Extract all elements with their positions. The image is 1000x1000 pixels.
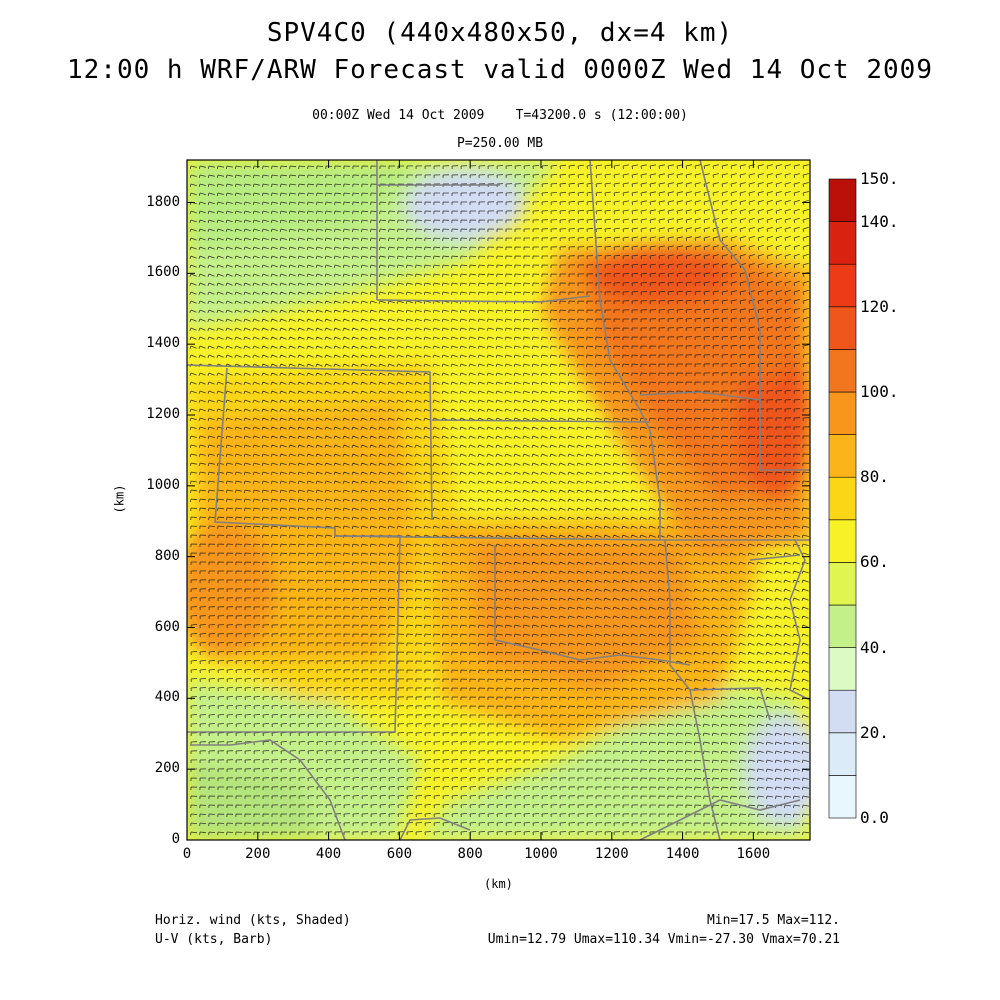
border-line <box>589 160 661 540</box>
x-tick-label: 1000 <box>524 846 558 862</box>
border-line <box>494 545 691 666</box>
x-tick-label: 1200 <box>594 846 629 862</box>
state-borders <box>187 160 810 840</box>
border-line <box>689 689 721 840</box>
colorbar-bin <box>828 775 857 819</box>
y-tick-label: 0 <box>171 831 180 847</box>
colorbar-bin <box>828 349 857 393</box>
pressure-level: P=250.00 MB <box>456 136 544 151</box>
border-line <box>639 391 761 401</box>
x-tick-label: 400 <box>315 846 342 862</box>
colorbar-label: 60. <box>860 552 889 572</box>
border-line <box>376 295 591 303</box>
time-line: 00:00Z Wed 14 Oct 2009 T=43200.0 s (12:0… <box>0 108 1000 123</box>
y-tick-label: 1000 <box>146 476 180 493</box>
colorbar-bin <box>828 732 857 776</box>
barb-field <box>189 164 810 836</box>
colorbar-bin <box>828 434 857 478</box>
colorbar-label: 120. <box>860 296 899 316</box>
border-line <box>749 554 801 561</box>
x-tick-label: 600 <box>386 846 413 862</box>
wind-barbs <box>189 164 810 836</box>
colorbar-bin <box>828 562 857 606</box>
x-axis-label: (km) <box>484 877 513 891</box>
x-tick-label: 1400 <box>665 846 700 862</box>
forecast-title: 12:00 h WRF/ARW Forecast valid 0000Z Wed… <box>67 55 933 85</box>
field-description-shaded: Horiz. wind (kts, Shaded) <box>155 913 351 928</box>
colorbar-bin <box>828 519 857 563</box>
y-tick-label: 800 <box>154 547 180 564</box>
colorbar-bin <box>828 178 857 222</box>
x-tick-label: 200 <box>245 846 271 862</box>
colorbar-bin <box>828 391 857 435</box>
border-line <box>431 419 651 423</box>
colorbar <box>828 178 857 819</box>
colorbar-bin <box>828 221 857 265</box>
colorbar-label: 80. <box>860 467 889 487</box>
min-max-stats: Min=17.5 Max=112. <box>706 913 840 928</box>
colorbar-label: 150. <box>860 169 899 188</box>
x-tick-label: 1600 <box>736 846 771 862</box>
y-tick-label: 600 <box>154 618 180 635</box>
x-tick-label: 800 <box>457 846 483 862</box>
border-line <box>190 739 346 840</box>
colorbar-bin <box>828 476 857 521</box>
y-tick-label: 200 <box>154 760 180 777</box>
y-tick-label: 1200 <box>146 406 180 422</box>
main-title: SPV4C0 (440x480x50, dx=4 km) <box>266 18 734 48</box>
field-description-barb: U-V (kts, Barb) <box>155 932 273 947</box>
colorbar-label: 20. <box>860 722 889 742</box>
border-line <box>187 364 433 521</box>
colorbar-label: 100. <box>860 382 899 401</box>
y-tick-label: 400 <box>154 689 180 706</box>
border-line <box>639 799 801 840</box>
valid-time: 00:00Z Wed 14 Oct 2009 <box>312 108 485 123</box>
border-line <box>699 160 810 471</box>
border-line <box>664 539 771 721</box>
colorbar-label: 40. <box>860 637 889 657</box>
plot-frame <box>186 159 811 841</box>
colorbar-bin <box>828 306 857 350</box>
colorbar-label: 0.0 <box>860 808 889 827</box>
colorbar-bin <box>828 604 857 648</box>
colorbar-bin <box>828 689 857 734</box>
y-tick-label: 1400 <box>146 335 180 352</box>
colorbar-bin <box>828 263 857 308</box>
colorbar-bin <box>828 647 857 691</box>
border-line <box>399 817 471 840</box>
model-time: T=43200.0 s (12:00:00) <box>515 108 688 123</box>
colorbar-label: 140. <box>860 211 899 231</box>
axis-ticks <box>186 160 810 841</box>
y-tick-label: 1600 <box>146 264 180 281</box>
uv-stats: Umin=12.79 Umax=110.34 Vmin=-27.30 Vmax=… <box>487 932 840 947</box>
x-tick-label: 0 <box>182 846 192 862</box>
y-tick-label: 1800 <box>146 193 180 210</box>
